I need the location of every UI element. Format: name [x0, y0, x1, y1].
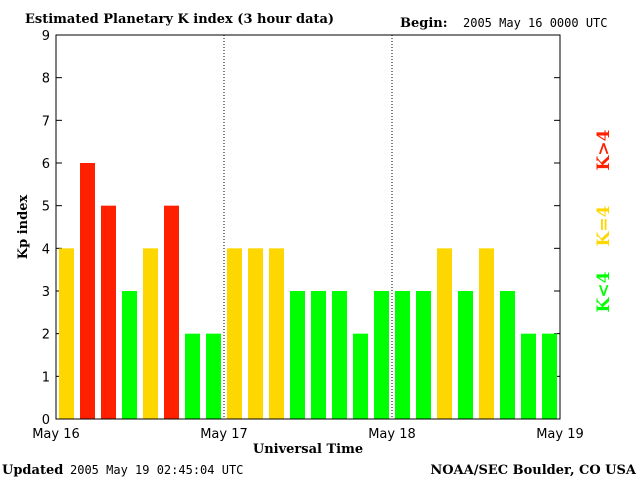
legend-k-less-4: K<4: [594, 271, 614, 312]
kp-bar: [185, 333, 200, 419]
y-tick-label: 7: [42, 114, 50, 129]
y-tick-label: 3: [42, 285, 50, 300]
y-tick-label: 4: [42, 242, 50, 257]
updated-label: Updated: [2, 463, 63, 478]
y-tick-label: 6: [42, 157, 50, 172]
legend-k-greater-4: K>4: [594, 129, 614, 170]
y-tick-label: 9: [42, 29, 50, 44]
kp-bar: [290, 291, 305, 419]
kp-bar: [311, 291, 326, 419]
x-tick-label: May 18: [368, 427, 416, 442]
kp-bar: [395, 291, 410, 419]
kp-bar: [80, 163, 95, 419]
kp-bar: [416, 291, 431, 419]
x-tick-label: May 17: [200, 427, 248, 442]
kp-bar: [500, 291, 515, 419]
kp-bar: [332, 291, 347, 419]
kp-bar: [227, 248, 242, 419]
y-tick-label: 0: [42, 413, 50, 428]
plot-frame: [55, 34, 561, 420]
legend-k-equal-4: K=4: [594, 205, 614, 246]
kp-bar: [164, 205, 179, 419]
kp-bar: [206, 333, 221, 419]
y-tick-label: 8: [42, 72, 50, 87]
kp-bar: [143, 248, 158, 419]
kp-bar: [542, 333, 557, 419]
kp-bar: [374, 291, 389, 419]
chart-title: Estimated Planetary K index (3 hour data…: [25, 12, 334, 27]
kp-bar: [353, 333, 368, 419]
kp-bar: [479, 248, 494, 419]
y-tick-label: 5: [42, 200, 50, 215]
kp-bar: [248, 248, 263, 419]
kp-bar: [521, 333, 536, 419]
begin-label: Begin:: [400, 16, 448, 31]
x-axis-label: Universal Time: [253, 442, 363, 457]
kp-bar: [101, 205, 116, 419]
y-axis-label: Kp index: [16, 195, 31, 260]
kp-bar: [458, 291, 473, 419]
begin-value: 2005 May 16 0000 UTC: [463, 16, 608, 30]
y-tick-label: 1: [42, 370, 50, 385]
kp-bar: [59, 248, 74, 419]
kp-bar: [269, 248, 284, 419]
x-tick-label: May 16: [32, 427, 80, 442]
kp-bar: [122, 291, 137, 419]
plot-area: 0 1 2 3 4 5 6 7 8 9 May 16 May 17 May 18 May 19: [32, 29, 584, 442]
y-tick-label: 2: [42, 328, 50, 343]
updated-value: 2005 May 19 02:45:04 UTC: [70, 463, 243, 477]
x-tick-label: May 19: [536, 427, 584, 442]
kp-bar: [437, 248, 452, 419]
source-credit: NOAA/SEC Boulder, CO USA: [430, 463, 637, 478]
